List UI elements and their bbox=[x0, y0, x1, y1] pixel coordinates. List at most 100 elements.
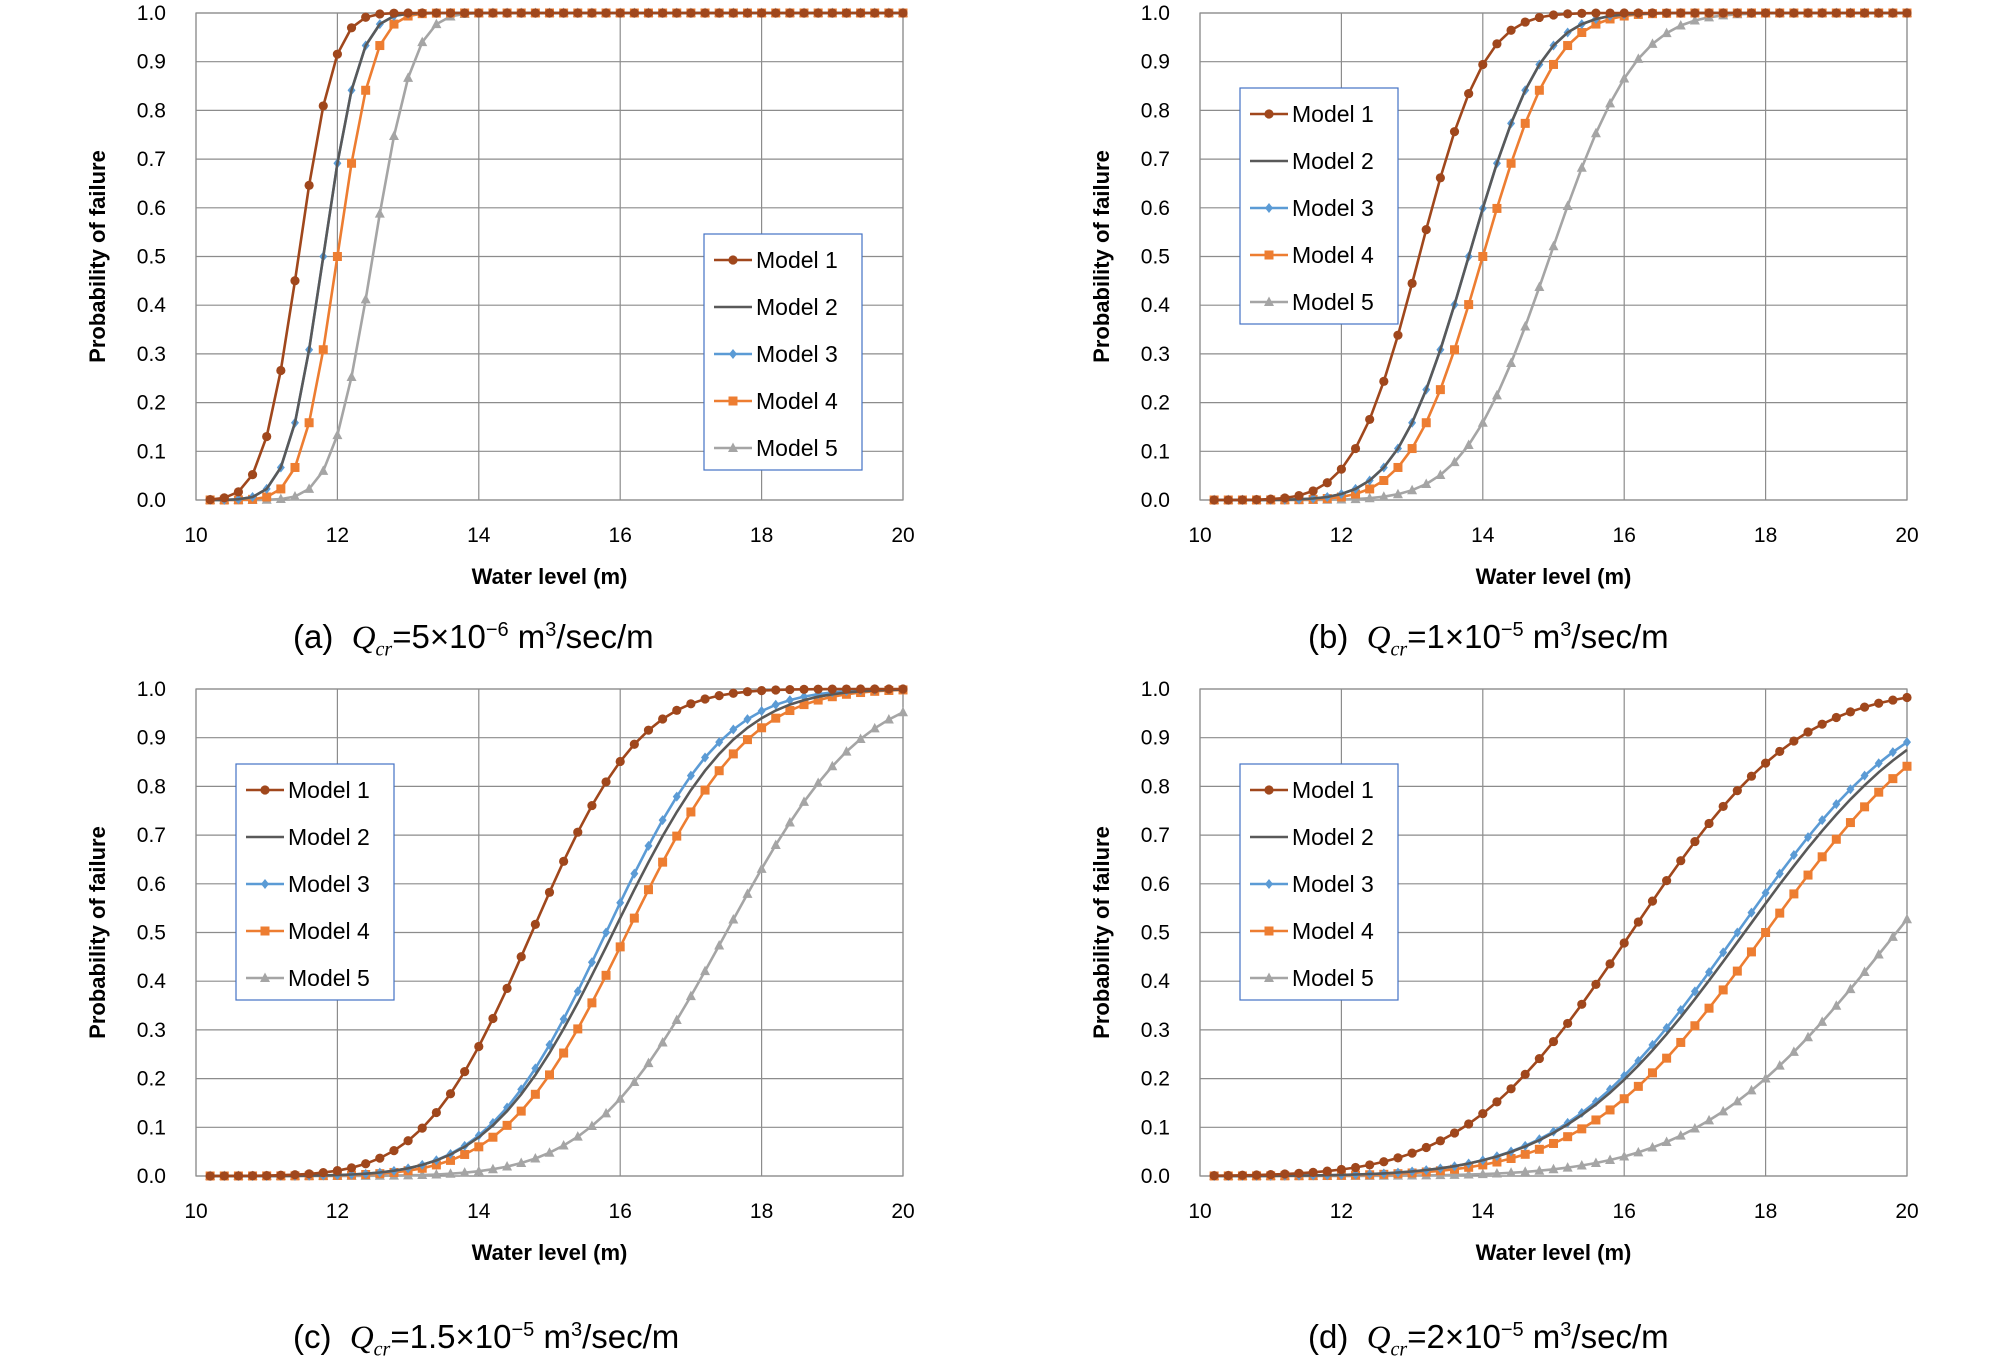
y-tick-label: 0.6 bbox=[137, 197, 166, 220]
data-point bbox=[488, 8, 498, 18]
y-tick-label: 0.4 bbox=[137, 970, 167, 993]
legend: Model 1 Model 2 Model 3 Model 4 Model 5 bbox=[1239, 87, 1399, 325]
y-tick-label: 0.7 bbox=[1141, 824, 1170, 847]
caption-q: Qcr bbox=[1366, 620, 1408, 661]
data-point bbox=[1732, 8, 1742, 18]
data-point bbox=[559, 1048, 569, 1058]
x-tick-label: 18 bbox=[750, 1200, 773, 1223]
data-point bbox=[1647, 38, 1658, 48]
data-point bbox=[1775, 868, 1784, 879]
series-model-1 bbox=[205, 8, 908, 505]
data-point bbox=[1421, 1142, 1431, 1153]
data-point bbox=[1832, 799, 1841, 810]
data-point bbox=[1549, 59, 1558, 69]
data-point bbox=[1775, 908, 1785, 918]
legend: Model 1 Model 2 Model 3 Model 4 Model 5 bbox=[1239, 763, 1399, 1001]
data-point bbox=[332, 252, 342, 261]
data-point bbox=[445, 8, 456, 18]
data-point bbox=[1818, 815, 1827, 826]
y-tick-label: 0.1 bbox=[137, 1116, 166, 1139]
data-point bbox=[460, 1149, 470, 1159]
data-point bbox=[559, 1014, 568, 1025]
data-point bbox=[1294, 490, 1304, 501]
legend-swatch-marker bbox=[261, 879, 269, 889]
data-point bbox=[799, 796, 810, 806]
data-point bbox=[658, 8, 668, 18]
data-point bbox=[1788, 1046, 1799, 1056]
data-point bbox=[615, 942, 625, 952]
data-point bbox=[715, 737, 724, 748]
data-point bbox=[1464, 88, 1474, 99]
data-point bbox=[757, 8, 767, 18]
data-point bbox=[841, 684, 852, 694]
caption-q: Qcr bbox=[1366, 1320, 1408, 1361]
data-point bbox=[1817, 852, 1827, 862]
caption-coef: =1×10 bbox=[1407, 618, 1501, 655]
chart-d: 0.0 0.1 0.2 0.3 0.4 0.5 0.6 0.7 0.8 0.9 1.0 10 12 14 1… bbox=[1089, 678, 1919, 1265]
series-model-1 bbox=[1209, 8, 1912, 505]
data-point bbox=[700, 8, 710, 18]
y-tick-label: 0.2 bbox=[1141, 392, 1170, 415]
data-point bbox=[1435, 173, 1445, 183]
legend-swatch-marker bbox=[729, 349, 737, 359]
data-point bbox=[1450, 345, 1460, 355]
data-point bbox=[1690, 8, 1700, 18]
x-tick-label: 12 bbox=[326, 1200, 349, 1223]
caption-exp: −5 bbox=[1500, 1319, 1524, 1341]
data-point bbox=[813, 777, 824, 788]
data-point bbox=[1378, 491, 1389, 501]
data-point bbox=[1619, 938, 1629, 948]
legend-label: Model 4 bbox=[1292, 242, 1374, 268]
data-point bbox=[1549, 1138, 1558, 1148]
data-point bbox=[841, 8, 852, 18]
data-point bbox=[1379, 1157, 1389, 1167]
data-point bbox=[1464, 300, 1474, 310]
x-tick-label: 10 bbox=[184, 1200, 207, 1223]
data-point bbox=[1379, 376, 1389, 386]
data-point bbox=[544, 887, 555, 897]
data-point bbox=[346, 1163, 357, 1173]
y-tick-label: 0.0 bbox=[137, 1165, 166, 1188]
data-point bbox=[1548, 1163, 1559, 1174]
data-point bbox=[714, 691, 724, 701]
data-point bbox=[1223, 1170, 1233, 1181]
data-point bbox=[701, 752, 710, 763]
data-point bbox=[1421, 418, 1431, 428]
legend-label: Model 4 bbox=[1292, 918, 1374, 944]
legend-swatch-marker bbox=[1264, 296, 1274, 306]
data-point bbox=[431, 18, 442, 29]
legend-label: Model 3 bbox=[756, 341, 838, 367]
legend-swatch-marker bbox=[1265, 203, 1273, 213]
y-tick-label: 0.4 bbox=[1141, 294, 1171, 317]
data-point bbox=[1689, 15, 1700, 25]
data-point bbox=[388, 130, 399, 140]
data-point bbox=[545, 1039, 554, 1050]
data-point bbox=[1491, 1168, 1502, 1178]
data-point bbox=[1647, 1068, 1657, 1078]
data-point bbox=[742, 687, 753, 697]
data-point bbox=[1845, 818, 1855, 828]
data-point bbox=[1477, 417, 1488, 427]
data-point bbox=[573, 8, 583, 18]
legend-label: Model 3 bbox=[288, 871, 370, 897]
data-point bbox=[1294, 1168, 1304, 1178]
data-point bbox=[1478, 1108, 1488, 1119]
data-point bbox=[898, 8, 908, 18]
data-point bbox=[361, 1159, 371, 1169]
data-point bbox=[700, 694, 710, 704]
data-point bbox=[1661, 27, 1672, 38]
data-point bbox=[1506, 1154, 1516, 1164]
y-tick-label: 0.5 bbox=[1141, 922, 1170, 945]
x-axis-label: Water level (m) bbox=[472, 564, 628, 589]
data-point bbox=[1590, 1157, 1601, 1168]
data-point bbox=[1492, 39, 1502, 49]
data-point bbox=[1761, 928, 1771, 937]
data-point bbox=[1280, 493, 1290, 503]
data-point bbox=[870, 684, 880, 694]
data-point bbox=[544, 8, 555, 18]
data-point bbox=[686, 807, 696, 817]
caption-letter: (b) bbox=[1308, 618, 1349, 655]
data-point bbox=[1563, 9, 1573, 19]
data-point bbox=[1407, 484, 1418, 495]
data-point bbox=[1605, 1154, 1616, 1165]
